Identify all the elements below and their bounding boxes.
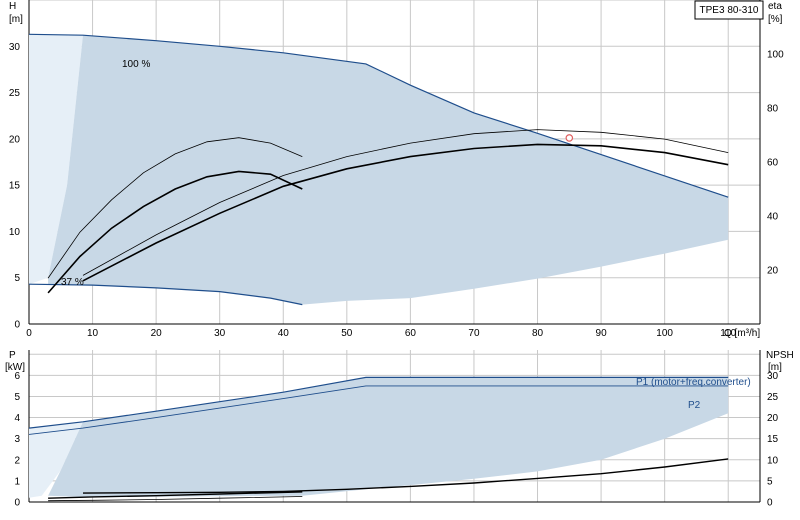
y2-tick-label: 80 [767, 104, 779, 115]
y2-axis-unit-npsh: [m] [768, 362, 782, 373]
annotation-37-percent: 37 % [61, 277, 84, 288]
npsh-tick-label: 30 [767, 371, 779, 382]
operating-range-fill [48, 35, 729, 305]
annotation-100-percent: 100 % [122, 59, 150, 70]
y2-axis-label-eta: eta [768, 1, 782, 12]
y-tick-label: 25 [9, 88, 21, 99]
x-tick-label: 110 [720, 328, 736, 339]
npsh-curve [82, 458, 729, 494]
efficiency-curve [47, 170, 303, 294]
npsh-tick-label: 15 [767, 434, 779, 445]
x-axis-label: Q [m³/h] [724, 328, 760, 339]
x-tick-label: 0 [26, 328, 32, 339]
x-tick-label: 60 [405, 328, 417, 339]
power-curve-small [48, 491, 303, 499]
x-tick-label: 100 [656, 328, 673, 339]
x-tick-label: 90 [596, 328, 608, 339]
x-tick-label: 80 [532, 328, 544, 339]
efficiency-curve [82, 143, 729, 282]
power-range-light-fill [29, 421, 83, 498]
operating-range-light-fill [29, 34, 83, 285]
top-panel: 0 10 20 30 40 50 60 70 80 90 100 110 5 10 15 20 25 30 0 20 4… [9, 0, 784, 339]
x-tick-label: 50 [341, 328, 353, 339]
y-axis-label-p: P [9, 350, 16, 361]
y2-axis-label-npsh: NPSH [766, 350, 794, 361]
y-tick-label: 20 [9, 134, 21, 145]
p-tick-label: 5 [14, 392, 20, 403]
y-tick-label: 0 [14, 320, 20, 331]
x-tick-label: 70 [468, 328, 480, 339]
power-range-fill [48, 377, 729, 498]
y-tick-label: 5 [14, 273, 20, 284]
y-axis-unit-h: [m] [9, 14, 23, 25]
npsh-tick-label: 20 [767, 413, 779, 424]
x-tick-label: 20 [151, 328, 163, 339]
x-tick-label: 10 [87, 328, 99, 339]
y2-tick-label: 20 [767, 266, 779, 277]
y2-tick-label: 40 [767, 212, 779, 223]
efficiency-curve [82, 129, 729, 276]
operating-point-marker [565, 134, 574, 142]
chart-title: TPE3 80-310 [700, 5, 759, 16]
x-tick-label: 40 [278, 328, 290, 339]
efficiency-curve [47, 137, 303, 279]
y-axis-label-h: H [9, 1, 16, 12]
p-tick-label: 0 [14, 498, 20, 509]
npsh-tick-label: 5 [767, 476, 773, 487]
y-tick-label: 10 [9, 227, 21, 238]
npsh-tick-label: 10 [767, 455, 779, 466]
y-tick-label: 30 [9, 42, 21, 53]
p-tick-label: 4 [14, 413, 20, 424]
p-tick-label: 2 [14, 455, 20, 466]
p-tick-label: 3 [14, 434, 20, 445]
legend-p1: P1 (motor+freq.converter) [636, 377, 751, 388]
h-min-curve [28, 283, 303, 306]
p1-curve [28, 376, 729, 429]
legend-p2: P2 [688, 400, 701, 411]
p2-curve [28, 385, 729, 435]
y-tick-label: 15 [9, 181, 21, 192]
y2-tick-label: 100 [767, 50, 784, 61]
p-tick-label: 6 [14, 371, 20, 382]
x-tick-label: 30 [214, 328, 226, 339]
y-axis-unit-p: [kW] [5, 362, 25, 373]
title-box: TPE3 80-310 [694, 0, 764, 20]
bottom-panel: 0 1 2 3 4 5 6 0 5 10 15 20 25 30 P [kW] NPSH [m] P1 (… [5, 350, 794, 509]
p-tick-label: 1 [14, 476, 20, 487]
npsh-tick-label: 0 [767, 498, 773, 509]
h-max-curve [28, 33, 729, 198]
npsh-tick-label: 25 [767, 392, 779, 403]
y2-axis-unit-eta: [%] [768, 14, 783, 25]
y2-tick-label: 60 [767, 158, 779, 169]
power-curve-small-thin [48, 496, 303, 502]
